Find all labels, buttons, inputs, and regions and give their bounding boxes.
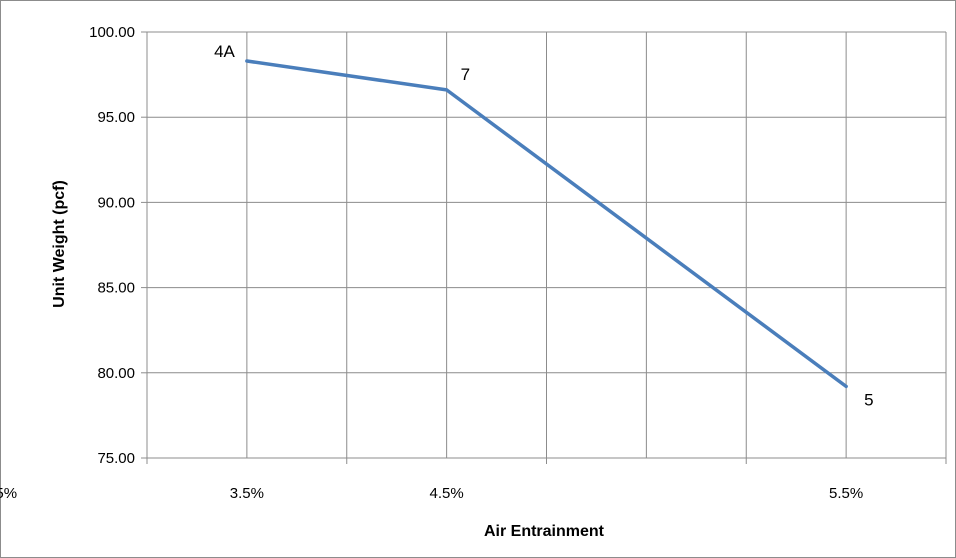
point-label: 4A xyxy=(214,42,235,61)
y-tick-label: 90.00 xyxy=(97,194,135,211)
x-tick-label: 6.5% xyxy=(0,485,17,502)
data-point xyxy=(844,384,848,388)
point-labels: 4A 7 5 xyxy=(214,42,874,409)
gridlines xyxy=(147,31,947,458)
x-axis-title: Air Entrainment xyxy=(484,523,605,540)
x-tick-label: 3.5% xyxy=(230,485,264,502)
y-tick-labels: 75.00 80.00 85.00 90.00 95.00 100.00 xyxy=(89,24,135,467)
data-point xyxy=(445,88,449,92)
y-tick-label: 75.00 xyxy=(97,450,135,467)
y-tick-label: 100.00 xyxy=(89,24,135,41)
data-point xyxy=(245,59,249,63)
x-tick-labels: 3.5% 4.5% 5.5% 6.5% xyxy=(0,485,863,502)
y-axis-title: Unit Weight (pcf) xyxy=(51,180,68,308)
x-tick-label: 4.5% xyxy=(430,485,464,502)
point-label: 7 xyxy=(461,65,470,84)
axes xyxy=(141,31,947,464)
y-tick-label: 80.00 xyxy=(97,365,135,382)
x-tick-label: 5.5% xyxy=(829,485,863,502)
point-label: 5 xyxy=(864,390,873,409)
data-series xyxy=(245,59,848,389)
y-tick-label: 95.00 xyxy=(97,109,135,126)
y-tick-label: 85.00 xyxy=(97,280,135,297)
